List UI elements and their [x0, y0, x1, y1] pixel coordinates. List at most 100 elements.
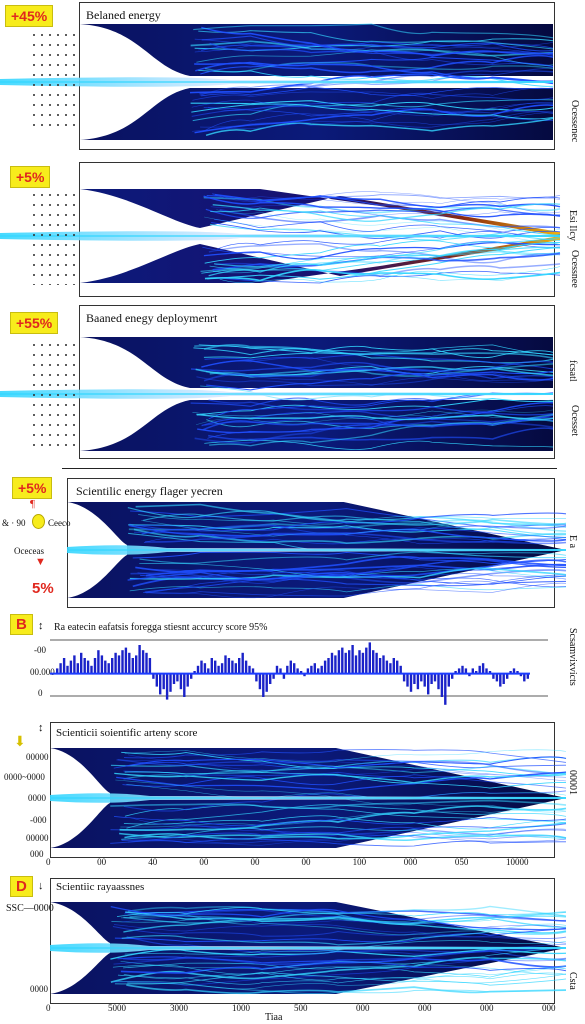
panel-c-yellow-arrow-icon: ⬇ [14, 733, 26, 749]
streamline [192, 112, 554, 132]
bar [306, 668, 310, 674]
streamline [126, 984, 567, 995]
streamline [200, 56, 554, 75]
panel-2-badge: +5% [10, 166, 51, 188]
bar [62, 658, 66, 674]
bar [269, 673, 272, 684]
streamline [212, 193, 561, 203]
bar [485, 668, 488, 674]
bar [444, 673, 447, 705]
streamline [124, 749, 567, 763]
x-tick-label: 40 [148, 857, 158, 867]
bar [93, 658, 97, 674]
panel-2-right-marks: Esi Ilcy [567, 210, 578, 241]
bar [454, 671, 457, 674]
bar [471, 668, 474, 674]
bar [502, 673, 505, 684]
bar [481, 663, 485, 674]
bar [207, 668, 210, 674]
bar [190, 673, 193, 679]
panel-4-top-mark: ¶ [30, 498, 35, 510]
streamline [112, 926, 567, 940]
panel-c-ytick-3: 0000 [28, 793, 46, 803]
panel-b-side-label: Scsamvixvicts [567, 628, 578, 686]
dot-grid-2 [30, 190, 78, 285]
x-tick-label: 3000 [170, 1003, 188, 1013]
bar [179, 673, 183, 690]
streamline [196, 372, 554, 387]
streamline [201, 35, 554, 52]
streamline [127, 905, 567, 917]
bar [265, 673, 268, 692]
bar [262, 673, 265, 697]
bar [378, 658, 382, 674]
bar [73, 655, 76, 674]
bar [354, 655, 358, 674]
streamline [216, 227, 561, 250]
panel-c-ytick-4: -000 [30, 815, 47, 825]
bar [495, 673, 499, 682]
bar [238, 658, 241, 674]
streamline [119, 805, 567, 831]
streamline [191, 99, 554, 117]
bar [385, 660, 389, 674]
streamline [124, 804, 567, 824]
panel-c-arrow-icon: ↕ [38, 722, 44, 734]
streamline [139, 551, 567, 564]
streamline [204, 240, 561, 264]
streamline [117, 759, 567, 774]
streamline [124, 771, 567, 789]
streamline [206, 370, 554, 391]
streamline [125, 756, 567, 769]
streamline [192, 87, 554, 101]
bar [303, 673, 306, 677]
panel-4-stream [67, 502, 567, 599]
streamline [194, 420, 554, 444]
bar [165, 673, 169, 700]
dot-grid-1 [30, 30, 78, 130]
x-tick-label: 00 [97, 857, 107, 867]
x-tick-label: 5000 [108, 1003, 126, 1013]
panel-2-stream [0, 189, 561, 284]
streamline [214, 218, 561, 237]
streamline [207, 247, 561, 280]
bar [279, 668, 282, 674]
streamline [195, 54, 554, 74]
bar [334, 655, 337, 674]
streamline [211, 222, 561, 240]
bar [416, 673, 420, 690]
streamline [120, 809, 567, 828]
streamline [124, 749, 567, 763]
panel-4-right-marks: E a [567, 535, 578, 549]
panel-b-title: Ra eatecin eafatsis foregga stiesnt accu… [54, 622, 268, 633]
bar [389, 663, 392, 674]
panel-d-stream [50, 902, 567, 995]
bar [375, 652, 378, 674]
bar [145, 652, 148, 674]
bar [392, 658, 395, 674]
bar [519, 673, 523, 677]
bar [172, 673, 176, 684]
bar [282, 673, 286, 679]
bar [128, 652, 131, 674]
streamline [123, 947, 567, 965]
streamline [121, 931, 567, 946]
bar [351, 645, 354, 674]
panel-4-percent: 5% [32, 580, 54, 597]
bar [475, 671, 478, 674]
bar [451, 673, 454, 679]
streamline [206, 194, 561, 209]
streamline [144, 577, 567, 593]
x-tick-label: 00 [250, 857, 260, 867]
panel-b-ytick-2: 00.000 [30, 667, 55, 677]
bar [234, 663, 237, 674]
streamline [123, 770, 567, 789]
streamline [124, 940, 567, 955]
bar [358, 650, 361, 674]
bar [83, 658, 86, 674]
bar [176, 673, 179, 682]
streamline [135, 503, 567, 526]
bar [430, 673, 433, 684]
panel-c-title: Scienticii soientific arteny score [56, 727, 198, 739]
panel-b-ytick-1: -00 [34, 645, 46, 655]
